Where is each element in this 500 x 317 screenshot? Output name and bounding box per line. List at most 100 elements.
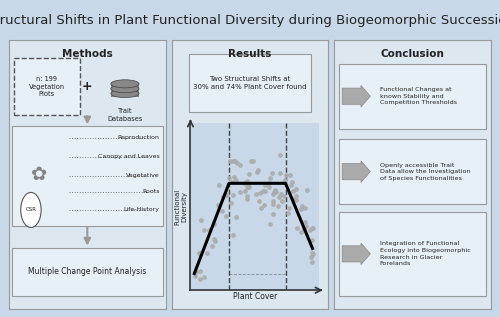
- Point: [278, 199, 286, 204]
- Point: [215, 182, 223, 187]
- Point: [244, 184, 252, 189]
- Point: [196, 251, 204, 256]
- Point: [292, 197, 300, 202]
- Point: [228, 179, 235, 184]
- Point: [256, 191, 264, 196]
- Point: [308, 250, 316, 256]
- Point: [303, 187, 311, 192]
- Text: Functional Changes at
known Stability and
Competition Thresholds: Functional Changes at known Stability an…: [380, 87, 457, 105]
- Point: [281, 178, 289, 183]
- Point: [301, 205, 309, 210]
- Point: [200, 275, 208, 280]
- Circle shape: [21, 192, 41, 227]
- Point: [298, 204, 306, 209]
- Y-axis label: Functional
Diversity: Functional Diversity: [174, 189, 188, 225]
- Point: [198, 217, 205, 222]
- Point: [274, 204, 282, 209]
- Point: [296, 206, 304, 211]
- Point: [214, 203, 222, 208]
- Point: [261, 189, 269, 194]
- Text: Results: Results: [228, 49, 272, 59]
- Point: [268, 170, 276, 175]
- FancyArrow shape: [342, 161, 370, 182]
- Point: [228, 192, 236, 197]
- FancyBboxPatch shape: [339, 64, 486, 129]
- FancyBboxPatch shape: [189, 55, 311, 113]
- Point: [300, 220, 308, 225]
- Point: [286, 182, 294, 187]
- Point: [270, 190, 278, 195]
- Point: [300, 226, 308, 231]
- Point: [210, 221, 218, 226]
- Text: Vegetative: Vegetative: [126, 173, 160, 178]
- Text: Reproduction: Reproduction: [118, 135, 160, 140]
- Point: [232, 178, 240, 183]
- Point: [191, 274, 199, 279]
- Point: [236, 190, 244, 195]
- X-axis label: Plant Cover: Plant Cover: [232, 292, 277, 301]
- Point: [306, 227, 314, 232]
- Point: [208, 244, 216, 249]
- Point: [288, 197, 296, 202]
- Point: [226, 176, 234, 181]
- Point: [232, 215, 239, 220]
- FancyBboxPatch shape: [339, 212, 486, 295]
- Text: Conclusion: Conclusion: [380, 49, 444, 59]
- Point: [309, 252, 317, 257]
- Point: [254, 167, 262, 172]
- FancyArrow shape: [342, 85, 370, 107]
- Text: Methods: Methods: [62, 49, 112, 59]
- Point: [292, 194, 300, 199]
- Point: [308, 237, 316, 242]
- Point: [249, 159, 257, 164]
- Point: [222, 193, 230, 198]
- FancyArrow shape: [342, 243, 370, 265]
- Point: [244, 178, 252, 184]
- Ellipse shape: [111, 89, 139, 98]
- Text: Roots: Roots: [142, 189, 160, 194]
- Point: [253, 170, 261, 175]
- Point: [242, 196, 250, 201]
- Point: [277, 192, 285, 197]
- Point: [245, 172, 253, 177]
- Point: [254, 199, 262, 204]
- FancyBboxPatch shape: [339, 139, 486, 204]
- Text: Two Structural Shifts at
30% and 74% Plant Cover found: Two Structural Shifts at 30% and 74% Pla…: [193, 76, 307, 90]
- Text: Trait
Databases: Trait Databases: [107, 108, 142, 122]
- Point: [268, 198, 276, 204]
- Point: [272, 190, 280, 195]
- Text: Multiple Change Point Analysis: Multiple Change Point Analysis: [28, 268, 146, 276]
- FancyBboxPatch shape: [14, 59, 80, 115]
- Text: Openly accessible Trait
Data allow the Investigation
of Species Functionalities: Openly accessible Trait Data allow the I…: [380, 163, 470, 181]
- Point: [289, 188, 297, 193]
- Ellipse shape: [111, 80, 139, 88]
- Point: [246, 184, 254, 190]
- Point: [261, 183, 269, 188]
- Point: [275, 195, 283, 200]
- Point: [260, 202, 268, 207]
- Point: [266, 175, 274, 180]
- Point: [195, 251, 203, 256]
- Point: [226, 158, 234, 163]
- Point: [220, 194, 228, 199]
- Point: [268, 191, 276, 197]
- Point: [268, 201, 276, 206]
- Point: [196, 276, 203, 281]
- Point: [302, 223, 310, 229]
- Point: [276, 153, 284, 158]
- Point: [236, 163, 244, 168]
- Point: [293, 226, 301, 231]
- FancyBboxPatch shape: [12, 126, 162, 226]
- Point: [229, 158, 237, 163]
- Point: [252, 192, 260, 197]
- Text: Structural Shifts in Plant Functional Diversity during Biogeomorphic Succession: Structural Shifts in Plant Functional Di…: [0, 14, 500, 27]
- Text: +: +: [82, 80, 92, 93]
- Point: [244, 182, 252, 187]
- Point: [271, 187, 279, 192]
- FancyBboxPatch shape: [12, 249, 162, 295]
- Point: [233, 161, 241, 166]
- Point: [211, 239, 219, 244]
- Point: [203, 250, 211, 256]
- Point: [308, 226, 316, 231]
- Point: [286, 172, 294, 178]
